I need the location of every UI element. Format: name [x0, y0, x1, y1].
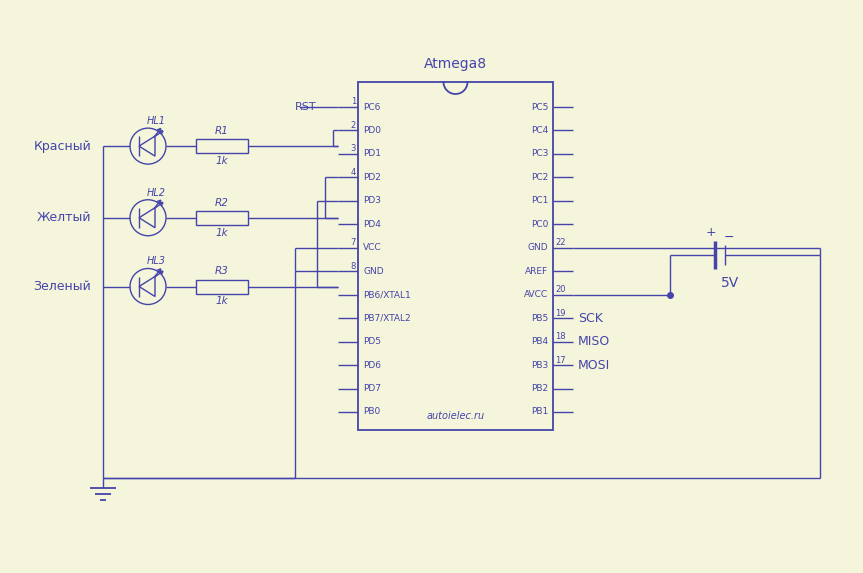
- Text: PC5: PC5: [531, 103, 548, 112]
- Text: PD0: PD0: [363, 126, 381, 135]
- Text: PC3: PC3: [531, 150, 548, 158]
- Bar: [196, 280, 248, 293]
- Text: PB0: PB0: [363, 407, 381, 417]
- Text: 7: 7: [350, 238, 356, 248]
- Text: R3: R3: [215, 266, 229, 277]
- Text: PC4: PC4: [531, 126, 548, 135]
- Text: 19: 19: [555, 309, 565, 317]
- Text: PB2: PB2: [531, 384, 548, 393]
- Text: PD7: PD7: [363, 384, 381, 393]
- Text: HL1: HL1: [147, 116, 166, 126]
- Text: Atmega8: Atmega8: [424, 57, 487, 71]
- Text: 5V: 5V: [721, 276, 739, 290]
- Text: 17: 17: [555, 356, 565, 364]
- Text: PB4: PB4: [531, 337, 548, 346]
- Text: PD6: PD6: [363, 360, 381, 370]
- Text: PD3: PD3: [363, 197, 381, 205]
- Text: PC0: PC0: [531, 220, 548, 229]
- Text: PB6/XTAL1: PB6/XTAL1: [363, 290, 411, 299]
- Bar: [196, 211, 248, 225]
- Text: PC2: PC2: [531, 173, 548, 182]
- Text: 18: 18: [555, 332, 565, 341]
- Text: AREF: AREF: [525, 266, 548, 276]
- Text: 1k: 1k: [216, 296, 229, 307]
- Text: +: +: [706, 226, 716, 240]
- Text: R2: R2: [215, 198, 229, 208]
- Text: HL2: HL2: [147, 188, 166, 198]
- Text: SCK: SCK: [578, 312, 603, 325]
- Text: Зеленый: Зеленый: [34, 280, 91, 293]
- Text: HL3: HL3: [147, 257, 166, 266]
- Text: 22: 22: [555, 238, 565, 248]
- Text: Красный: Красный: [34, 140, 91, 152]
- Text: 1k: 1k: [216, 156, 229, 166]
- Text: 3: 3: [350, 144, 356, 154]
- Bar: [196, 139, 248, 153]
- Text: PC6: PC6: [363, 103, 381, 112]
- Text: PD1: PD1: [363, 150, 381, 158]
- Text: 4: 4: [350, 168, 356, 177]
- Text: PD4: PD4: [363, 220, 381, 229]
- Text: MISO: MISO: [578, 335, 610, 348]
- Text: R1: R1: [215, 126, 229, 136]
- Text: 2: 2: [350, 121, 356, 130]
- Text: 1: 1: [350, 97, 356, 107]
- Text: PB5: PB5: [531, 313, 548, 323]
- Bar: [358, 82, 553, 430]
- Text: PB1: PB1: [531, 407, 548, 417]
- Text: GND: GND: [363, 266, 384, 276]
- Text: 8: 8: [350, 262, 356, 270]
- Text: GND: GND: [527, 244, 548, 252]
- Text: VCC: VCC: [363, 244, 381, 252]
- Text: 20: 20: [555, 285, 565, 294]
- Text: MOSI: MOSI: [578, 359, 610, 371]
- Text: PC1: PC1: [531, 197, 548, 205]
- Text: RST: RST: [294, 102, 316, 112]
- Text: PB7/XTAL2: PB7/XTAL2: [363, 313, 411, 323]
- Text: PB3: PB3: [531, 360, 548, 370]
- Text: −: −: [724, 230, 734, 244]
- Text: PD5: PD5: [363, 337, 381, 346]
- Text: PD2: PD2: [363, 173, 381, 182]
- Text: 1k: 1k: [216, 227, 229, 238]
- Text: Желтый: Желтый: [36, 211, 91, 224]
- Text: autoielec.ru: autoielec.ru: [426, 411, 484, 421]
- Text: AVCC: AVCC: [524, 290, 548, 299]
